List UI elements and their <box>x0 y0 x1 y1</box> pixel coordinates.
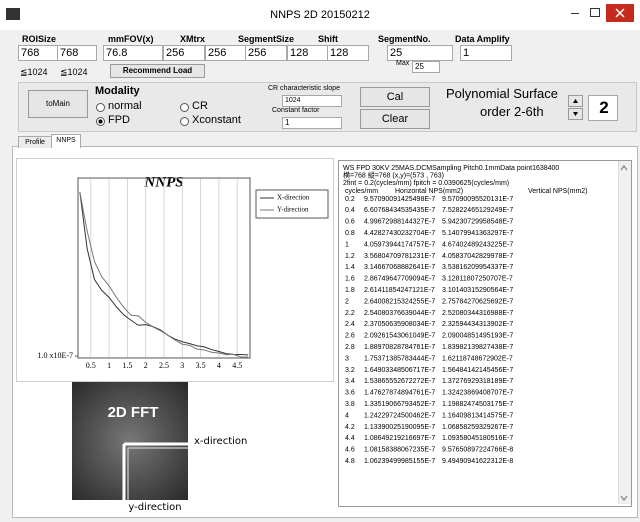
report-cell: 1.06239499985155E-7 <box>364 458 435 465</box>
report-cell: 3.56804709781231E-7 <box>364 253 435 260</box>
report-cell: 1.32423869408707E-7 <box>442 390 513 397</box>
report-cell: 1.47627874894761E-7 <box>364 390 435 397</box>
report-cell: 1.2 <box>345 253 355 260</box>
report-cell: 1.88970828784761E-7 <box>364 344 435 351</box>
report-cell: 2.32594434313902E-7 <box>442 321 513 328</box>
report-cell: 1.56484142145456E-7 <box>442 367 513 374</box>
report-cell: 1.08649219216697E-7 <box>364 435 435 442</box>
canvas: NNPS 0.5 1 1.5 2 2.5 3 3.5 4 4.5 1.0 x10E-7 X-direc… <box>0 0 640 522</box>
report-cell: 1.19882474503175E-7 <box>442 401 513 408</box>
window: NNPS 2D 20150212 ROISizemmFOV(x)XMtrxSeg… <box>0 0 640 522</box>
report-cell: 9.57090091425498E-7 <box>364 196 435 203</box>
report-cell: 7.52822465129249E-7 <box>442 207 513 214</box>
report-cell: 3.6 <box>345 390 355 397</box>
report-cell: 3.10140315290564E-7 <box>442 287 513 294</box>
report-cell: 1.13390025190095E-7 <box>364 424 435 431</box>
x-tick-label: 3.5 <box>196 361 206 370</box>
report-cell: 4.99672988144327E-7 <box>364 219 435 226</box>
report-cell: 1.4 <box>345 264 355 271</box>
report-cell: 4.4 <box>345 435 355 442</box>
y-tick-label: 1.0 x10E-7 <box>37 351 73 360</box>
legend-label: Y-direction <box>277 206 309 214</box>
report-cell: 3.8 <box>345 401 355 408</box>
report-cell: 0.6 <box>345 219 355 226</box>
report-column: Vertical NPS(mm2) <box>528 188 588 195</box>
report-cell: 1.09358045180516E-7 <box>442 435 513 442</box>
report-cell: 4 <box>345 412 349 419</box>
report-cell: 4.2 <box>345 424 355 431</box>
x-tick-label: 2 <box>144 361 148 370</box>
report-cell: 1.08158388067235E-7 <box>364 447 435 454</box>
report-cell: 1.33519066793452E-7 <box>364 401 435 408</box>
report-cell: 1.06858259329267E-7 <box>442 424 513 431</box>
report-cell: 2.09004851495193E-7 <box>442 333 513 340</box>
report-cell: 9.57090095520131E-7 <box>442 196 513 203</box>
report-cell: 3.12811807250707E-7 <box>442 276 513 283</box>
report-cell: 2.54080376639044E-7 <box>364 310 435 317</box>
report-cell: 3.2 <box>345 367 355 374</box>
report-cell: 1.6 <box>345 276 355 283</box>
report-cell: 1.37276929318189E-7 <box>442 378 513 385</box>
fft-x-label: x-direction <box>194 436 247 447</box>
report-cell: 1.24229724500462E-7 <box>364 412 435 419</box>
fft-title: 2D FFT <box>108 404 159 421</box>
report-cell: 4.67402489243225E-7 <box>442 241 513 248</box>
report-line: WS FPD 30KV 25MAS.DCMSampling Pitch0.1mm… <box>343 165 559 172</box>
x-tick-label: 1 <box>107 361 111 370</box>
report-column: Horizontal NPS(mm2) <box>395 188 463 195</box>
report-cell: 2.8 <box>345 344 355 351</box>
report-cell: 2.86749647709094E-7 <box>364 276 435 283</box>
report-cell: 4.8 <box>345 458 355 465</box>
report-cell: 1.83982139827438E-7 <box>442 344 513 351</box>
report-cell: 3 <box>345 355 349 362</box>
report-cell: 1 <box>345 241 349 248</box>
report-line: 横=768 縦=768 (x,y)=(573 , 763) <box>343 170 444 179</box>
report-cell: 1.64903348506717E-7 <box>364 367 435 374</box>
report-line: 2fint = 0.2(cycles/mm) fpitch = 0.039062… <box>343 180 509 187</box>
report-cell: 5.14079941363297E-7 <box>442 230 513 237</box>
report-cell: 4.05837042829978E-7 <box>442 253 513 260</box>
legend-label: X-direction <box>277 194 310 202</box>
report-cell: 2.4 <box>345 321 355 328</box>
x-tick-label: 2.5 <box>159 361 169 370</box>
scroll-arrows <box>621 166 627 500</box>
x-tick-label: 4 <box>217 361 221 370</box>
x-tick-label: 3 <box>180 361 184 370</box>
report-cell: 2.75784270625692E-7 <box>442 298 513 305</box>
x-tick-label: 0.5 <box>86 361 96 370</box>
report-cell: 1.53865552672272E-7 <box>364 378 435 385</box>
report-cell: 4.6 <box>345 447 355 454</box>
report-cell: 1.8 <box>345 287 355 294</box>
x-tick-label: 1.5 <box>122 361 132 370</box>
report-cell: 1.62118748672902E-7 <box>442 355 513 362</box>
report-cell: 9.49490941622312E-8 <box>442 458 513 465</box>
report-cell: 0.2 <box>345 196 355 203</box>
report-cell: 1.16409813414575E-7 <box>442 412 513 419</box>
report-cell: 2.61411854247121E-7 <box>364 287 435 294</box>
report-cell: 9.57650897224766E-8 <box>442 447 513 454</box>
report-cell: 2.09261543061049E-7 <box>364 333 435 340</box>
report-cell: 3.14667068882641E-7 <box>364 264 435 271</box>
report-cell: 2.37050635908034E-7 <box>364 321 435 328</box>
report-cell: 0.4 <box>345 207 355 214</box>
fft-image <box>72 382 188 500</box>
report-cell: 4.42827430232704E-7 <box>364 230 435 237</box>
report-cell: 5.94230729958548E-7 <box>442 219 513 226</box>
report-cell: 2.2 <box>345 310 355 317</box>
report-cell: 2 <box>345 298 349 305</box>
report-cell: 2.6 <box>345 333 355 340</box>
chart-title: NNPS <box>143 174 183 190</box>
report-cell: 1.75371385783444E-7 <box>364 355 435 362</box>
report-cell: 6.60768434535435E-7 <box>364 207 435 214</box>
report-cell: 0.8 <box>345 230 355 237</box>
report-column: cycles/mm <box>345 188 378 195</box>
report-cell: 2.52080344316988E-7 <box>442 310 513 317</box>
spin-arrows <box>573 99 578 116</box>
fft-y-label: y-direction <box>128 502 181 513</box>
report-cell: 2.64008215324255E-7 <box>364 298 435 305</box>
report-cell: 3.53816209954337E-7 <box>442 264 513 271</box>
report-cell: 4.05973944174757E-7 <box>364 241 435 248</box>
x-tick-label: 4.5 <box>232 361 242 370</box>
report-cell: 3.4 <box>345 378 355 385</box>
